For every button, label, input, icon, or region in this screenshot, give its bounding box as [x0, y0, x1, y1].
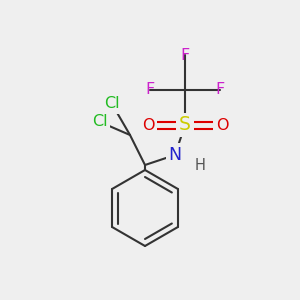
Text: H: H — [195, 158, 206, 172]
Text: O: O — [216, 118, 228, 133]
Text: Cl: Cl — [92, 115, 108, 130]
Text: S: S — [179, 116, 191, 134]
Text: F: F — [215, 82, 225, 98]
Text: N: N — [168, 146, 182, 164]
Text: F: F — [146, 82, 154, 98]
Text: O: O — [142, 118, 154, 133]
Text: F: F — [180, 47, 190, 62]
Text: Cl: Cl — [104, 97, 120, 112]
